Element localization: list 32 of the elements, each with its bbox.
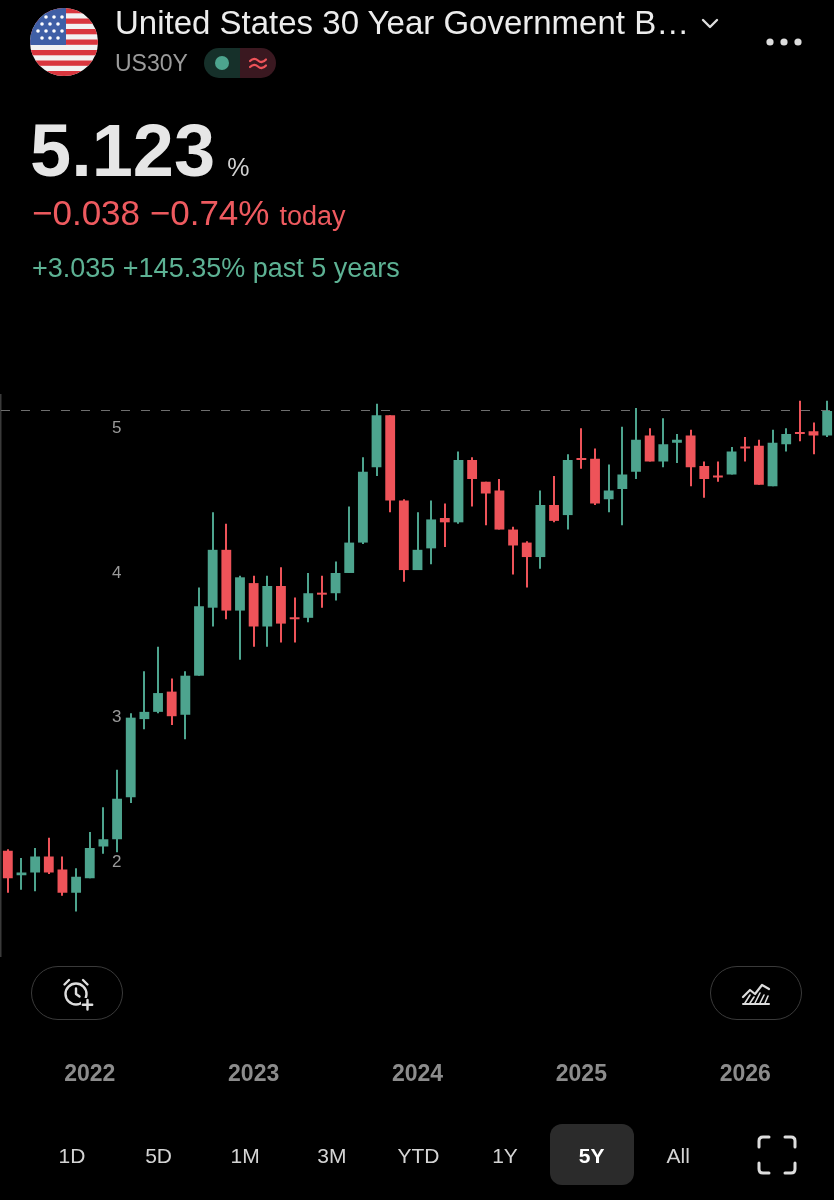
text: %	[227, 153, 250, 182]
text: 5Y	[578, 1144, 605, 1168]
text: 1D	[58, 1144, 86, 1168]
text: 5.123	[30, 108, 216, 193]
candlestick	[289, 597, 300, 643]
y-tick-label: 2	[112, 852, 122, 872]
candlestick	[439, 503, 450, 547]
chart-title: United States 30 Year Government B…	[115, 4, 690, 42]
text: 5D	[145, 1144, 173, 1168]
x-tick-label: 2025	[555, 1059, 608, 1086]
text: 3M	[317, 1144, 347, 1168]
x-tick-label: 2023	[228, 1059, 280, 1086]
y-tick-label: 4	[112, 562, 122, 582]
chart-subtitle: US30Y	[115, 49, 188, 77]
x-tick-label: 2022	[64, 1059, 116, 1086]
text: All	[666, 1144, 690, 1168]
candlestick	[576, 428, 587, 469]
x-tick-label: 2026	[719, 1059, 771, 1086]
candlestick	[794, 400, 805, 442]
text: YTD	[397, 1144, 440, 1168]
text: +3.035 +145.35% past 5 years	[32, 253, 400, 284]
candlestick	[740, 436, 751, 462]
text: −0.038 −0.74%	[32, 193, 270, 233]
text: today	[279, 201, 346, 232]
text: 1M	[230, 1144, 260, 1168]
y-tick-label: 3	[112, 707, 122, 727]
candlestick	[316, 575, 327, 608]
text: 1Y	[492, 1144, 518, 1168]
candlestick	[16, 858, 27, 890]
x-tick-label: 2024	[391, 1059, 444, 1086]
y-tick-label: 5	[112, 417, 122, 437]
candlestick	[672, 434, 682, 464]
